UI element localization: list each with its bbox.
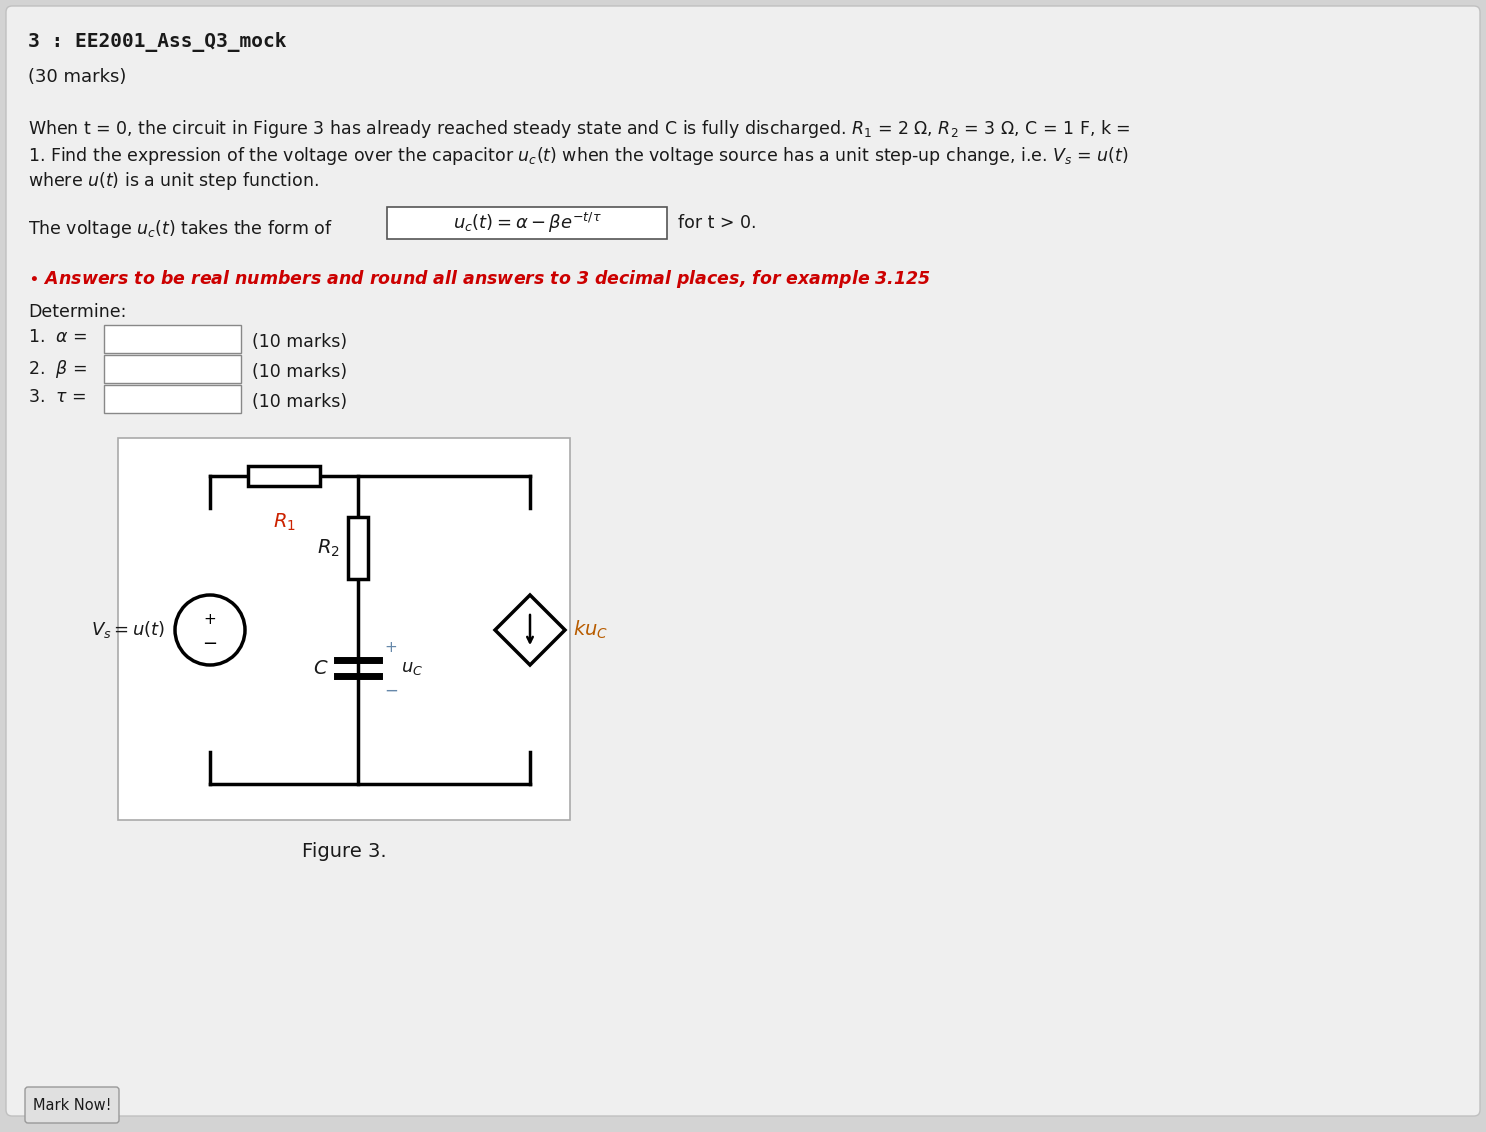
FancyBboxPatch shape [386, 207, 667, 239]
Bar [248, 466, 319, 486]
Text: $ku_C$: $ku_C$ [574, 619, 608, 641]
Text: Figure 3.: Figure 3. [302, 842, 386, 861]
Text: When t = 0, the circuit in Figure 3 has already reached steady state and C is fu: When t = 0, the circuit in Figure 3 has … [28, 118, 1131, 140]
FancyBboxPatch shape [104, 355, 241, 383]
Text: Determine:: Determine: [28, 303, 126, 321]
Text: (10 marks): (10 marks) [253, 393, 348, 411]
Circle shape [175, 595, 245, 664]
FancyBboxPatch shape [104, 385, 241, 413]
Text: $u_C$: $u_C$ [401, 659, 424, 677]
Bar [348, 517, 369, 578]
FancyBboxPatch shape [117, 438, 571, 820]
FancyBboxPatch shape [104, 325, 241, 353]
Text: Mark Now!: Mark Now! [33, 1098, 111, 1113]
Text: $C$: $C$ [314, 659, 328, 677]
Text: (30 marks): (30 marks) [28, 68, 126, 86]
Text: (10 marks): (10 marks) [253, 363, 348, 381]
Text: $-$: $-$ [383, 681, 398, 698]
Text: where $u(t)$ is a unit step function.: where $u(t)$ is a unit step function. [28, 170, 318, 192]
Text: $R_2$: $R_2$ [317, 538, 340, 559]
Text: 1. Find the expression of the voltage over the capacitor $u_c(t)$ when the volta: 1. Find the expression of the voltage ov… [28, 145, 1129, 168]
FancyBboxPatch shape [25, 1087, 119, 1123]
Text: $+$: $+$ [383, 641, 397, 655]
Text: 2.  $\beta$ =: 2. $\beta$ = [28, 358, 88, 380]
Text: 3.  $\tau$ =: 3. $\tau$ = [28, 388, 86, 406]
Text: $-$: $-$ [202, 633, 217, 651]
Text: $R_1$: $R_1$ [272, 512, 296, 533]
Text: $u_c(t) = \alpha - \beta e^{-t/\tau}$: $u_c(t) = \alpha - \beta e^{-t/\tau}$ [453, 211, 602, 235]
Text: 3 : EE2001_Ass_Q3_mock: 3 : EE2001_Ass_Q3_mock [28, 32, 287, 52]
FancyBboxPatch shape [6, 6, 1480, 1116]
Polygon shape [495, 595, 565, 664]
Text: $V_s = u(t)$: $V_s = u(t)$ [91, 619, 165, 641]
Text: $\bullet$ Answers to be real numbers and round all answers to 3 decimal places, : $\bullet$ Answers to be real numbers and… [28, 268, 930, 290]
Text: for t > 0.: for t > 0. [678, 214, 756, 232]
Text: $+$: $+$ [204, 612, 217, 627]
Text: 1.  $\alpha$ =: 1. $\alpha$ = [28, 328, 88, 346]
Text: The voltage $u_c(t)$ takes the form of: The voltage $u_c(t)$ takes the form of [28, 218, 333, 240]
Text: (10 marks): (10 marks) [253, 333, 348, 351]
